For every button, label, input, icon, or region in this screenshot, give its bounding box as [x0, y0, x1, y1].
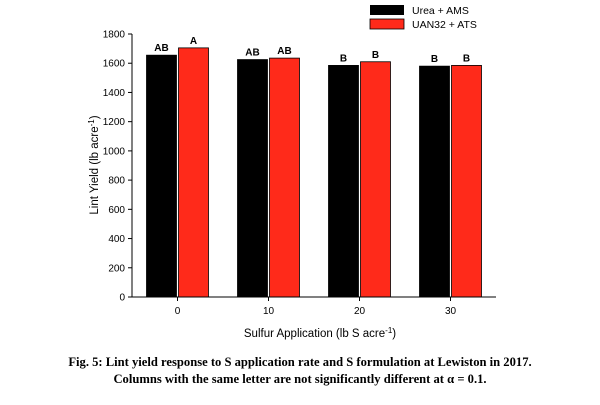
y-tick-label: 1600 [103, 59, 126, 70]
bar-urea-ams-20 [328, 65, 359, 298]
y-tick-label: 1400 [103, 88, 126, 99]
y-tick-label: 1000 [103, 146, 126, 157]
significance-letter: B [372, 50, 379, 61]
x-axis-title: Sulfur Application (lb S acre-1) [244, 326, 396, 340]
significance-labels: AB A AB AB B B B B [154, 36, 470, 65]
y-tick-label: 1200 [103, 117, 126, 128]
x-axis-title-superscript: -1 [385, 326, 393, 335]
y-axis-title: Lint Yield (lb acre-1) [87, 115, 101, 214]
y-tick-label: 800 [108, 176, 125, 187]
significance-letter: AB [277, 46, 291, 57]
bar-uan32-ats-30 [451, 65, 482, 298]
legend-label-uan32-ats: UAN32 + ATS [412, 19, 477, 31]
bar-urea-ams-10 [237, 59, 268, 298]
y-axis-title-close: ) [89, 115, 101, 119]
bar-chart: AB A AB AB B B B B 0 10 20 30 0 200 400 600 800 1000 1200… [87, 5, 496, 340]
x-tick-label: 10 [263, 306, 275, 317]
bar-urea-ams-0 [146, 54, 177, 298]
significance-letter: A [190, 36, 197, 47]
significance-letter: B [340, 53, 347, 64]
x-tick-label: 0 [175, 306, 181, 317]
y-tick-label: 200 [108, 263, 125, 274]
legend: Urea + AMS UAN32 + ATS [369, 5, 477, 31]
caption-line-1: Fig. 5: Lint yield response to S applica… [68, 355, 532, 369]
bar-uan32-ats-10 [269, 57, 300, 298]
significance-letter: B [431, 54, 438, 65]
bars-group [146, 47, 482, 298]
bar-uan32-ats-20 [360, 61, 391, 298]
caption-line-2: Columns with the same letter are not sig… [113, 372, 487, 386]
legend-swatch-uan32-ats [369, 18, 405, 30]
significance-letter: AB [245, 48, 259, 59]
y-axis-title-main: Lint Yield (lb acre [89, 126, 101, 214]
y-tick-label: 600 [108, 205, 125, 216]
y-tick-label: 0 [119, 293, 125, 304]
significance-letter: AB [154, 43, 168, 54]
legend-label-urea-ams: Urea + AMS [412, 5, 469, 17]
x-tick-label: 20 [354, 306, 366, 317]
y-tick-label: 400 [108, 234, 125, 245]
y-axis-title-superscript: -1 [87, 119, 96, 127]
x-axis-title-close: ) [392, 328, 396, 340]
y-tick-label: 1800 [103, 30, 126, 41]
bar-uan32-ats-0 [178, 47, 209, 298]
bar-urea-ams-30 [419, 65, 450, 298]
x-tick-label: 30 [445, 306, 457, 317]
figure-caption: Fig. 5: Lint yield response to S applica… [0, 354, 600, 388]
legend-swatch-urea-ams [370, 5, 404, 15]
x-axis-title-main: Sulfur Application (lb S acre [244, 328, 385, 340]
significance-letter: B [463, 53, 470, 64]
axes-group: 0 10 20 30 0 200 400 600 800 1000 1200 1400 1600 1800 [103, 30, 496, 317]
